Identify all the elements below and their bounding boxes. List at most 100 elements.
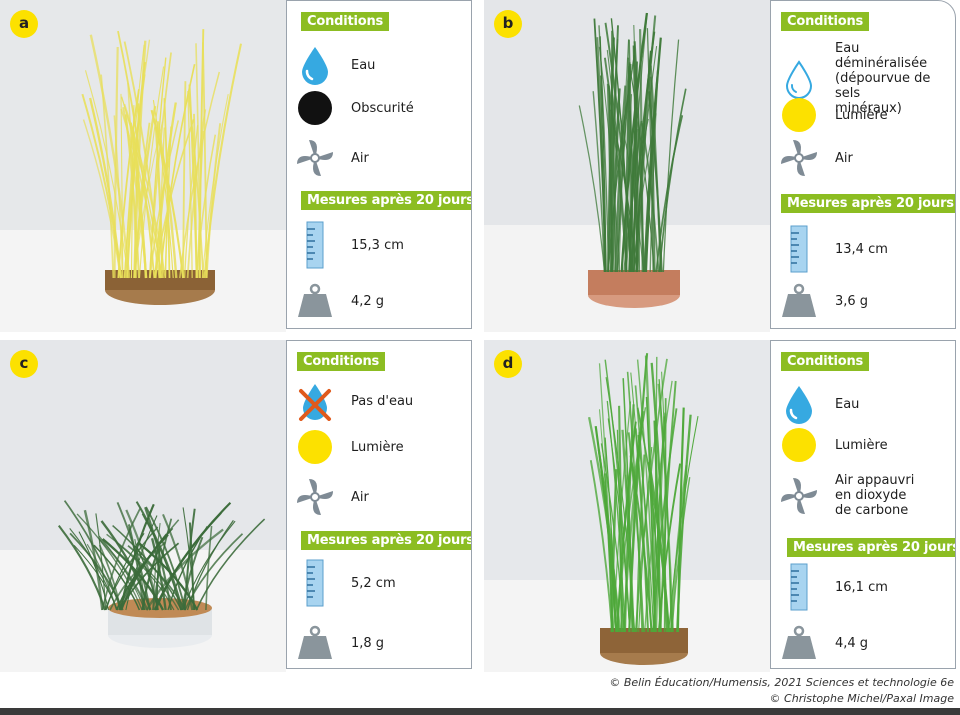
grass-blade bbox=[186, 109, 207, 279]
grass-blade bbox=[120, 93, 124, 279]
grass-blade bbox=[83, 509, 104, 611]
grass-blade bbox=[628, 63, 655, 273]
grass-blade bbox=[167, 526, 208, 611]
grass-blade bbox=[138, 66, 165, 279]
mass-measure: 1,8 g bbox=[295, 623, 384, 663]
grass-blade bbox=[184, 533, 244, 611]
light-icon bbox=[779, 95, 819, 135]
grass-blade bbox=[599, 36, 607, 273]
height-measure: 13,4 cm bbox=[779, 225, 888, 273]
grass-blade bbox=[162, 513, 194, 611]
measures-tag: Mesures après 20 jours bbox=[787, 538, 955, 557]
conditions-tag: Conditions bbox=[781, 12, 870, 31]
grass-blade bbox=[201, 93, 229, 279]
height-measure: 16,1 cm bbox=[779, 563, 888, 611]
credit-line: © Christophe Michel/Paxal Image bbox=[769, 692, 954, 705]
condition-item: Pas d'eau bbox=[295, 381, 413, 421]
grass-blade bbox=[650, 65, 662, 273]
water-drop-icon bbox=[295, 45, 335, 85]
grass-blade bbox=[86, 543, 117, 611]
height-measure: 5,2 cm bbox=[295, 559, 396, 607]
grass-blade bbox=[127, 545, 187, 611]
air-fan-icon bbox=[295, 138, 335, 178]
grass-blade bbox=[604, 437, 617, 633]
conditions-tag: Conditions bbox=[301, 12, 390, 31]
grass-blade bbox=[88, 97, 122, 279]
ruler-icon bbox=[295, 559, 335, 607]
grass-blade bbox=[632, 45, 639, 273]
condition-item: Lumière bbox=[295, 427, 404, 467]
grass-blade bbox=[154, 512, 222, 611]
measures-tag: Mesures après 20 jours bbox=[301, 191, 471, 210]
mass-measure: 4,2 g bbox=[295, 281, 384, 321]
condition-item: Lumière bbox=[779, 425, 888, 465]
light-icon bbox=[295, 427, 335, 467]
weight-icon bbox=[295, 623, 335, 663]
grass-blade bbox=[84, 70, 129, 279]
info-box: Conditions Eau Lumière Air appauvri en d… bbox=[770, 340, 956, 669]
grass-blade bbox=[117, 89, 140, 279]
grass-blade bbox=[145, 528, 224, 611]
plant-photo: c bbox=[0, 340, 286, 672]
panel-letter-badge: c bbox=[10, 350, 38, 378]
grass-blade bbox=[152, 100, 174, 279]
grass-blade bbox=[604, 22, 634, 273]
grass-blade bbox=[195, 518, 266, 611]
grass-blade bbox=[133, 40, 147, 279]
grass-blade bbox=[598, 363, 614, 633]
grass-blade bbox=[643, 70, 659, 273]
grass-blade bbox=[578, 105, 606, 273]
grass-blade bbox=[592, 91, 606, 273]
air-fan-icon bbox=[779, 138, 819, 178]
grass-blade bbox=[105, 532, 145, 611]
grass-blade bbox=[596, 37, 607, 273]
panel-letter-badge: a bbox=[10, 10, 38, 38]
grass-blade bbox=[205, 123, 222, 279]
grass-blade bbox=[589, 460, 614, 633]
panel-letter-badge: d bbox=[494, 350, 522, 378]
grass-blade bbox=[116, 542, 175, 611]
grass-blade bbox=[606, 400, 626, 633]
plant-photo: d bbox=[484, 340, 770, 672]
height-measure: 15,3 cm bbox=[295, 221, 404, 269]
grass-blade bbox=[649, 472, 671, 633]
condition-item: Obscurité bbox=[295, 88, 414, 128]
grass-blade bbox=[195, 43, 202, 279]
ruler-icon bbox=[779, 225, 819, 273]
mass-measure: 4,4 g bbox=[779, 623, 868, 663]
grass-blade bbox=[182, 81, 187, 279]
grass-blade bbox=[93, 544, 141, 611]
mass-measure: 3,6 g bbox=[779, 281, 868, 321]
weight-icon bbox=[779, 623, 819, 663]
grass-blade bbox=[634, 428, 650, 633]
grass-blade bbox=[124, 114, 141, 279]
darkness-icon bbox=[295, 88, 335, 128]
weight-icon bbox=[295, 281, 335, 321]
condition-item: Air bbox=[295, 138, 369, 178]
experiment-panel-b: b Conditions Eau déminéralisée (dépourvu… bbox=[484, 0, 956, 332]
grass-blade bbox=[129, 122, 148, 279]
grass-blade bbox=[614, 85, 627, 273]
grass-blade bbox=[182, 520, 236, 611]
grass-blade bbox=[181, 536, 204, 611]
experiment-panel-a: a Conditions Eau Obscurité Air Mesures a… bbox=[0, 0, 472, 332]
plant-photo: b bbox=[484, 0, 770, 332]
grass-blade bbox=[636, 359, 656, 633]
grass-blade bbox=[113, 46, 119, 279]
grass-blade bbox=[144, 506, 172, 611]
grass-blade bbox=[649, 76, 656, 273]
grass-blade bbox=[622, 411, 645, 633]
grass-blade bbox=[610, 109, 638, 273]
condition-item: Lumière bbox=[779, 95, 888, 135]
info-box: Conditions Eau Obscurité Air Mesures apr… bbox=[286, 0, 472, 329]
grass-blade bbox=[63, 500, 122, 611]
grass-blade bbox=[124, 74, 146, 279]
panel-letter-badge: b bbox=[494, 10, 522, 38]
measures-tag: Mesures après 20 jours bbox=[781, 194, 955, 213]
weight-icon bbox=[779, 281, 819, 321]
conditions-tag: Conditions bbox=[297, 352, 386, 371]
grass-blade bbox=[113, 115, 124, 279]
credit-line: © Belin Éducation/Humensis, 2021 Science… bbox=[609, 676, 954, 689]
ruler-icon bbox=[779, 563, 819, 611]
grass-blade bbox=[149, 120, 180, 279]
